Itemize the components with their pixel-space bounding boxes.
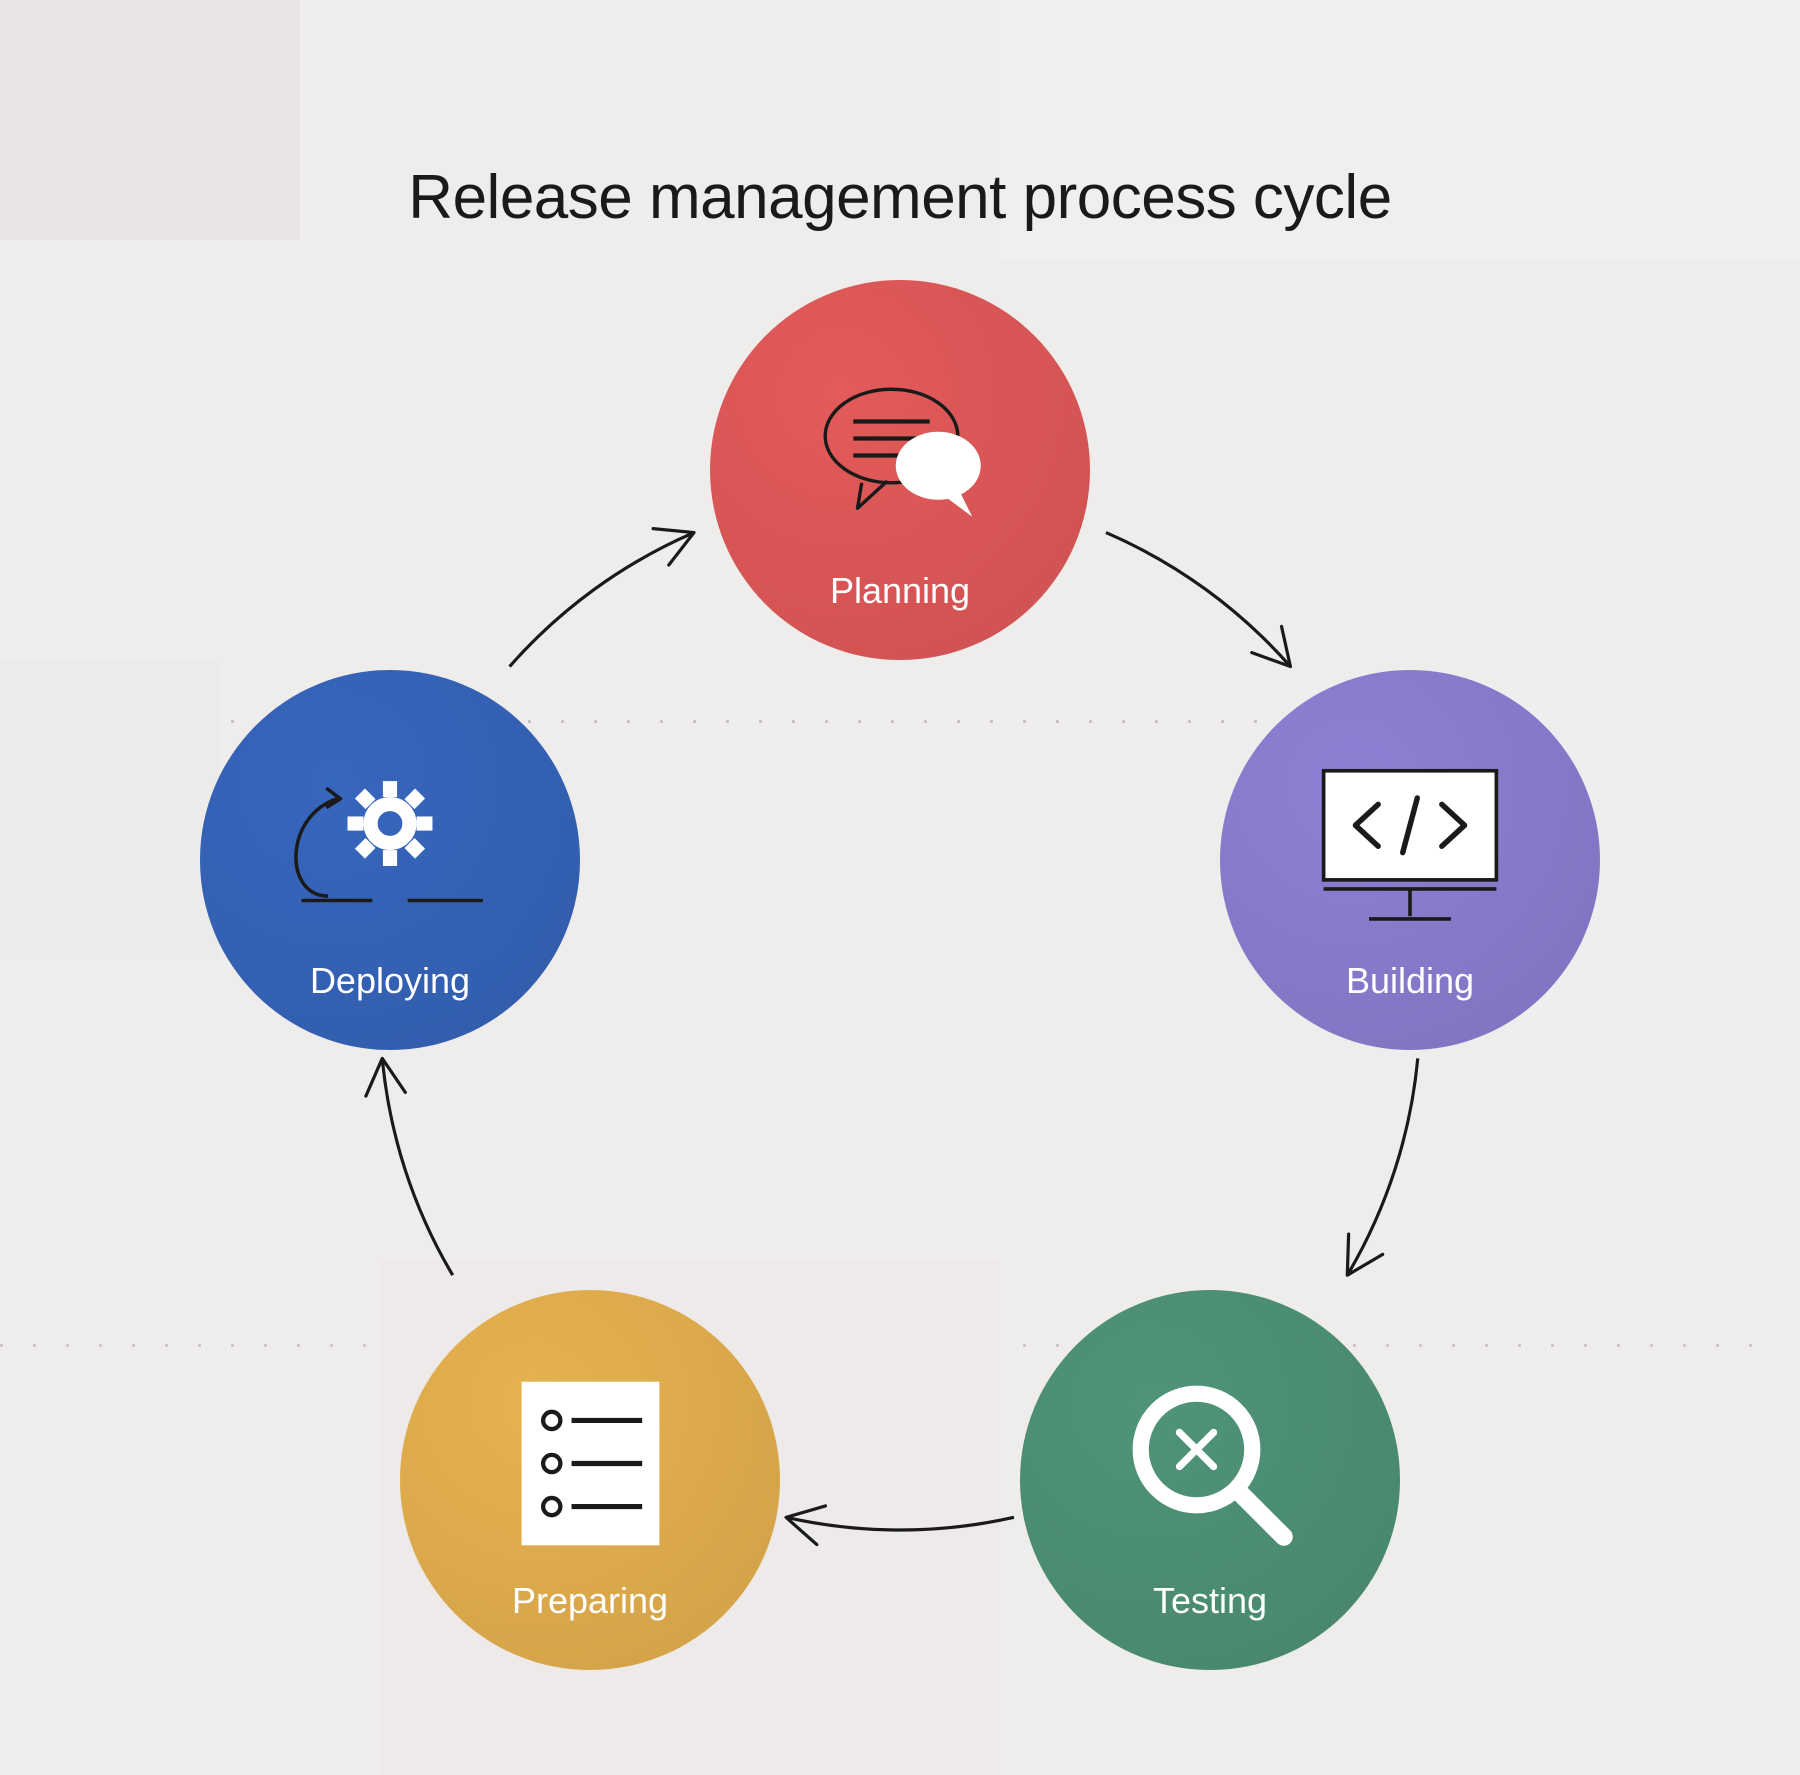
chat-bubbles-icon	[815, 355, 985, 553]
cycle-arrowhead	[1347, 1234, 1382, 1275]
magnifier-x-icon	[1120, 1373, 1300, 1553]
cycle-node-deploying: Deploying	[200, 670, 580, 1050]
cycle-arrowhead	[366, 1058, 405, 1096]
cycle-arrow	[510, 533, 694, 667]
cycle-node-building: Building	[1220, 670, 1600, 1050]
cycle-arrowhead	[1252, 626, 1291, 666]
cycle-arrowhead	[653, 529, 694, 565]
code-monitor-icon	[1310, 745, 1510, 943]
cycle-node-label: Planning	[830, 570, 970, 612]
magnifier-x-icon	[1120, 1365, 1300, 1563]
cycle-node-planning: Planning	[710, 280, 1090, 660]
code-monitor-icon	[1310, 756, 1510, 931]
cycle-node-testing: Testing	[1020, 1290, 1400, 1670]
cycle-arrow	[382, 1058, 452, 1275]
cycle-node-label: Preparing	[512, 1580, 668, 1622]
cycle-arrow	[1106, 533, 1290, 667]
checklist-icon	[513, 1365, 668, 1563]
cycle-node-preparing: Preparing	[400, 1290, 780, 1670]
gear-cycle-icon	[275, 745, 505, 943]
bg-texture-patch	[0, 660, 220, 960]
chat-bubbles-icon	[815, 378, 985, 528]
cycle-node-label: Testing	[1153, 1580, 1267, 1622]
diagram-canvas: Release management process cycle Plannin…	[0, 0, 1800, 1775]
cycle-node-label: Deploying	[310, 960, 470, 1002]
gear-cycle-icon	[275, 753, 505, 933]
cycle-node-label: Building	[1346, 960, 1474, 1002]
cycle-arrow	[1347, 1058, 1417, 1275]
checklist-icon	[513, 1371, 668, 1556]
diagram-title: Release management process cycle	[0, 162, 1800, 233]
